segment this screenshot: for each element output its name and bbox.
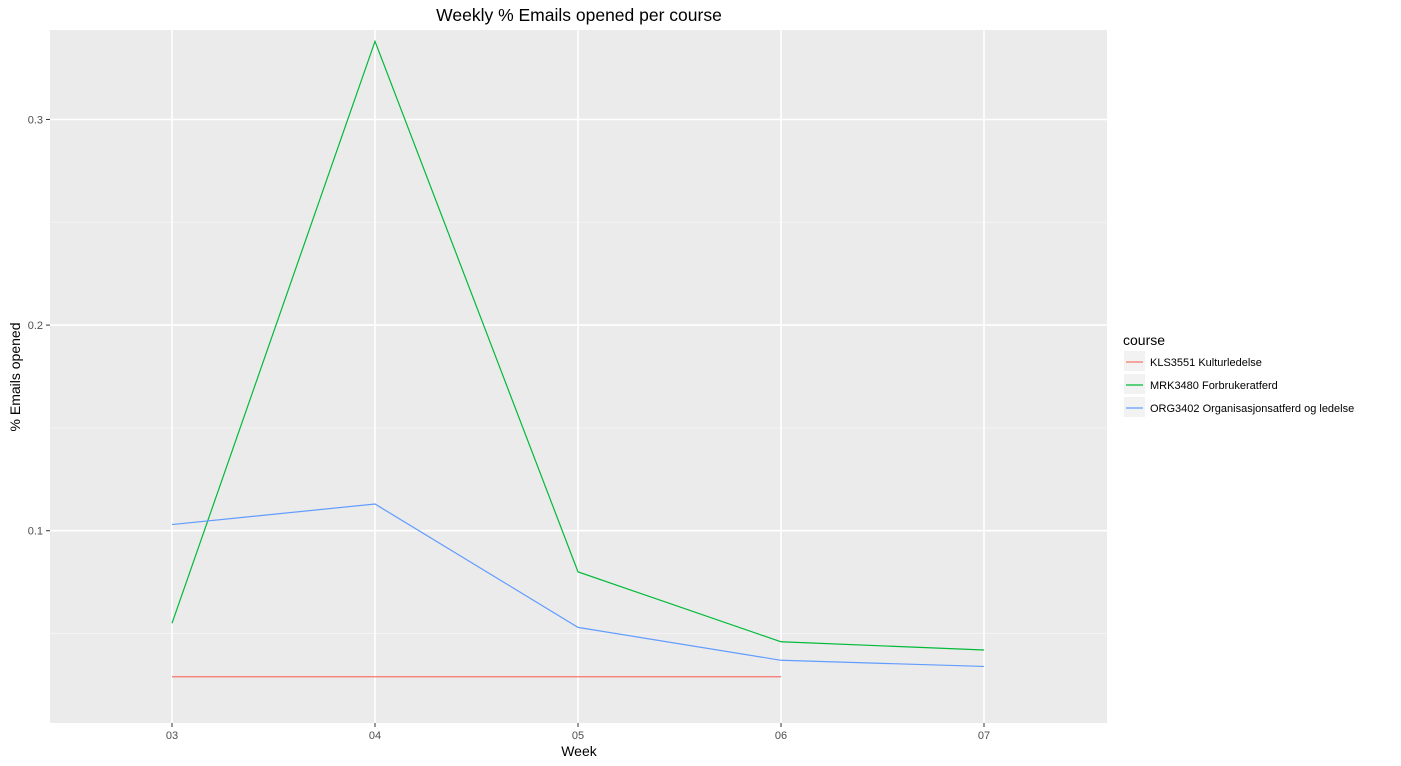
x-tick-label: 06 [775, 730, 787, 742]
x-axis: 03 04 05 06 07 [166, 723, 990, 742]
legend-key [1124, 374, 1145, 394]
y-axis: 0.1 0.2 0.3 [28, 114, 50, 538]
x-tick-label: 04 [369, 730, 381, 742]
grid-lines [50, 30, 1107, 723]
series-line [171, 39, 985, 651]
x-axis-title: Week [561, 743, 598, 759]
x-tick-label: 05 [572, 730, 584, 742]
y-axis-title: % Emails opened [7, 323, 23, 432]
y-tick-label: 0.3 [28, 114, 43, 126]
y-tick-label: 0.2 [28, 320, 43, 332]
legend-label: ORG3402 Organisasjonsatferd og ledelse [1150, 403, 1354, 415]
legend: course KLS3551 Kulturledelse MRK3480 Forb… [1123, 332, 1354, 417]
legend-key [1124, 351, 1145, 371]
chart-title: Weekly % Emails opened per course [436, 5, 722, 25]
x-tick-label: 03 [166, 730, 178, 742]
series-line [171, 503, 985, 668]
legend-label: MRK3480 Forbrukeratferd [1150, 380, 1278, 392]
x-tick-label: 07 [978, 730, 990, 742]
legend-label: KLS3551 Kulturledelse [1150, 357, 1262, 369]
y-tick-label: 0.1 [28, 526, 43, 538]
legend-items: KLS3551 Kulturledelse MRK3480 Forbrukerat… [1124, 351, 1354, 417]
series-lines [171, 39, 985, 678]
legend-title: course [1123, 332, 1165, 348]
legend-key [1124, 397, 1145, 417]
